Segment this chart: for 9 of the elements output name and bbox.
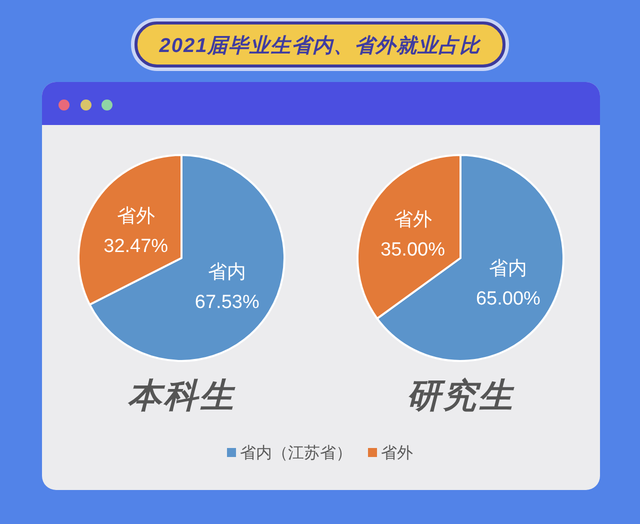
data-label: 省外 35.00% (380, 210, 446, 261)
legend-label: 省内（江苏省） (240, 444, 352, 462)
legend-label: 省外 (381, 444, 413, 462)
slice-label: 本科生 (128, 377, 236, 415)
data-label: 省内 67.53% (194, 262, 260, 314)
chart-title: 2021届毕业生省内、省外就业占比 (158, 35, 482, 57)
data-label: 省外 32.47% (104, 206, 168, 257)
data-label: 省内 65.00% (476, 258, 541, 310)
slice-label: 研究生 (406, 377, 514, 415)
